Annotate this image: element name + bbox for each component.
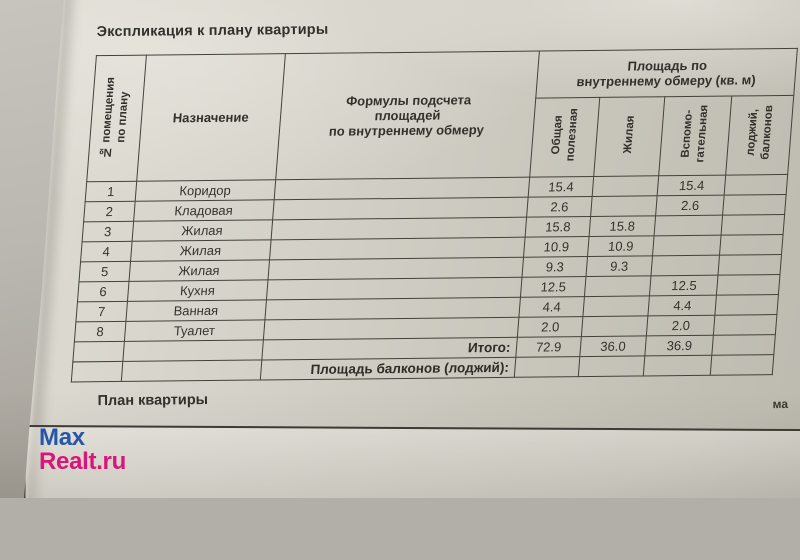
watermark-realt: Realt.ru bbox=[39, 448, 126, 476]
cell-room-number: 4 bbox=[80, 241, 132, 262]
balconies-header-cell: лоджий, балконов bbox=[726, 95, 794, 176]
cell-total-area: 4.4 bbox=[519, 296, 585, 318]
cell-balcony-area bbox=[712, 334, 776, 356]
cell-total-area: 2.0 bbox=[517, 316, 583, 338]
cell-purpose: Жилая bbox=[130, 239, 271, 262]
cell-auxiliary-area bbox=[652, 235, 722, 256]
table-header-row-1: № помещения по плану Назначение Формулы … bbox=[86, 48, 798, 182]
cell-formula bbox=[270, 217, 527, 240]
explication-table: № помещения по плану Назначение Формулы … bbox=[71, 48, 798, 383]
cell-total-area: 15.8 bbox=[525, 216, 591, 238]
cell-balcony-area bbox=[715, 294, 779, 316]
cell-living-area: 15.8 bbox=[588, 215, 656, 237]
cell-room-number: 1 bbox=[85, 181, 137, 202]
watermark-max: Max bbox=[39, 424, 85, 451]
room-number-header: № помещения по плану bbox=[99, 76, 132, 158]
cell-purpose: Жилая bbox=[128, 259, 270, 282]
cell-room-number: 7 bbox=[75, 301, 128, 322]
cell-total-area: 72.9 bbox=[516, 336, 582, 358]
cell-auxiliary-area bbox=[643, 355, 713, 376]
cell-purpose: Ванная bbox=[125, 299, 267, 322]
cell-auxiliary-area: 12.5 bbox=[649, 275, 719, 296]
watermark: Max Realt.ru bbox=[39, 424, 126, 476]
cell-living-area bbox=[581, 315, 649, 337]
cell-formula bbox=[264, 297, 521, 320]
cell-balcony-area bbox=[713, 314, 777, 336]
cell-balcony-area bbox=[716, 274, 780, 296]
plan-heading: План квартиры bbox=[97, 392, 209, 410]
cell-room-number bbox=[71, 361, 123, 382]
total-area-header: Общая полезная bbox=[549, 108, 581, 162]
cell-formula bbox=[267, 257, 524, 280]
area-group-header: Площадь по внутреннему обмеру (кв. м) bbox=[536, 48, 798, 99]
paper-sheet: Экспликация к плану квартиры № помещения… bbox=[24, 0, 800, 498]
cell-balcony-area bbox=[718, 254, 782, 276]
total-area-header-cell: Общая полезная bbox=[530, 97, 600, 178]
cell-auxiliary-area bbox=[654, 215, 724, 236]
cell-room-number: 8 bbox=[74, 321, 126, 342]
totals-label: Итого: bbox=[261, 337, 518, 360]
cell-purpose: Жилая bbox=[131, 219, 273, 242]
formulas-header: Формулы подсчета площадей по внутреннему… bbox=[275, 51, 540, 180]
cell-living-area bbox=[590, 195, 658, 217]
cell-formula bbox=[273, 177, 531, 200]
cell-room-number: 6 bbox=[77, 281, 129, 302]
cell-balcony-area bbox=[719, 234, 784, 256]
cell-purpose: Коридор bbox=[134, 179, 276, 202]
cell-living-area bbox=[584, 275, 652, 297]
cell-formula bbox=[272, 197, 529, 220]
cell-purpose: Кладовая bbox=[133, 199, 274, 222]
cell-living-area bbox=[582, 295, 650, 317]
cell-auxiliary-area: 2.0 bbox=[646, 315, 716, 336]
cell-total-area: 9.3 bbox=[522, 256, 588, 278]
cell-auxiliary-area: 15.4 bbox=[657, 175, 727, 196]
cell-room-number: 3 bbox=[82, 221, 134, 242]
scale-text-fragment: ма bbox=[772, 396, 789, 412]
cell-auxiliary-area: 4.4 bbox=[648, 295, 717, 316]
auxiliary-area-header-cell: Вспомо- гательная bbox=[658, 96, 733, 176]
cell-auxiliary-area bbox=[651, 255, 720, 276]
balcony-area-label: Площадь балконов (лоджий): bbox=[259, 357, 517, 380]
purpose-header: Назначение bbox=[136, 53, 286, 182]
cell-formula bbox=[269, 237, 526, 260]
cell-purpose: Кухня bbox=[127, 279, 268, 302]
cell-living-area: 36.0 bbox=[579, 335, 647, 357]
cell-balcony-area bbox=[724, 174, 788, 196]
cell-balcony-area bbox=[710, 354, 774, 376]
cell-room-number bbox=[72, 341, 125, 362]
cell-purpose: Туалет bbox=[124, 319, 265, 342]
cell-formula bbox=[263, 317, 520, 340]
cell-auxiliary-area: 36.9 bbox=[644, 335, 714, 356]
cell-total-area: 10.9 bbox=[523, 236, 589, 258]
living-area-header-cell: Жилая bbox=[593, 96, 665, 177]
cell-formula bbox=[266, 277, 523, 300]
cell-total-area: 12.5 bbox=[520, 276, 586, 298]
balconies-header: лоджий, балконов bbox=[744, 105, 776, 160]
document-title: Экспликация к плану квартиры bbox=[96, 21, 329, 41]
cell-living-area: 10.9 bbox=[587, 235, 655, 257]
cell-living-area bbox=[578, 355, 645, 377]
cell-room-number: 5 bbox=[79, 261, 131, 282]
living-area-header: Жилая bbox=[621, 115, 637, 154]
cell-purpose bbox=[122, 339, 264, 362]
cell-total-area: 2.6 bbox=[526, 196, 592, 218]
cell-total-area bbox=[514, 356, 580, 378]
cell-auxiliary-area: 2.6 bbox=[655, 195, 725, 216]
cell-purpose bbox=[121, 359, 262, 382]
cell-living-area: 9.3 bbox=[585, 255, 653, 277]
plan-drawing-area bbox=[24, 424, 800, 498]
auxiliary-area-header: Вспомо- гательная bbox=[679, 104, 711, 163]
cell-balcony-area bbox=[723, 194, 787, 216]
cell-living-area bbox=[591, 175, 659, 197]
cell-total-area: 15.4 bbox=[528, 176, 594, 198]
cell-room-number: 2 bbox=[83, 201, 135, 222]
cell-balcony-area bbox=[721, 214, 785, 236]
